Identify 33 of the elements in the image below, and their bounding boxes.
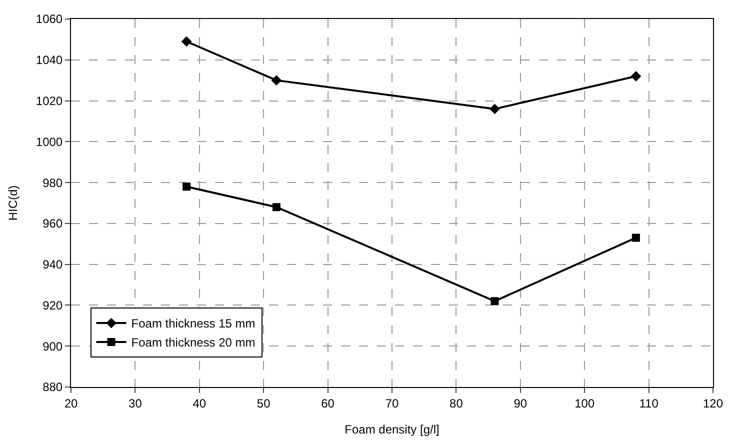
y-tick-label: 940 — [42, 258, 63, 272]
x-tick-label: 120 — [702, 396, 724, 410]
y-tick-label: 920 — [42, 298, 63, 312]
point — [182, 182, 191, 191]
point — [181, 36, 192, 47]
point — [271, 75, 282, 86]
y-tick-label: 1000 — [36, 134, 63, 149]
point — [632, 234, 640, 242]
y-tick-label: 880 — [42, 380, 63, 394]
y-tick-label: 1020 — [36, 94, 63, 108]
x-axis-title: Foam density [g/l] — [344, 422, 440, 436]
x-tick-label: 30 — [128, 396, 142, 410]
point — [630, 71, 642, 82]
x-tick-label: 50 — [256, 396, 271, 410]
x-tick-label: 100 — [574, 396, 595, 410]
y-axis-title: HIC(d) — [6, 185, 20, 221]
y-tick-label: 900 — [42, 339, 63, 354]
point — [272, 203, 280, 212]
y-tick-label: 960 — [42, 216, 63, 231]
x-tick-label: 20 — [64, 396, 78, 410]
point — [490, 104, 500, 114]
x-tick-label: 70 — [385, 396, 399, 410]
x-tick-label: 110 — [639, 396, 659, 410]
x-tick-label: 80 — [450, 396, 464, 410]
y-tick-label: 1060 — [36, 12, 63, 26]
point — [490, 297, 499, 306]
legend-label: Foam thickness 20 mm — [131, 336, 256, 350]
y-tick-label: 980 — [42, 176, 63, 190]
x-tick-label: 90 — [514, 396, 528, 410]
y-tick-label: 1040 — [36, 53, 63, 68]
legend-label: Foam thickness 15 mm — [131, 316, 256, 331]
x-tick-label: 60 — [321, 396, 335, 410]
x-tick-label: 40 — [192, 396, 206, 410]
